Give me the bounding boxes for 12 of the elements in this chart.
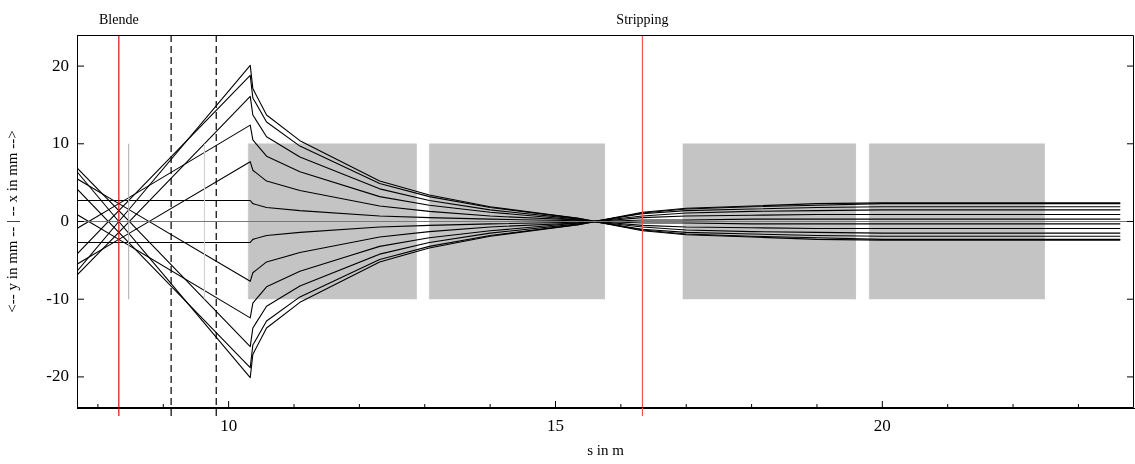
ref-line-label: Blende — [99, 11, 139, 27]
ref-line-label: Stripping — [616, 11, 669, 27]
y-tick-label: 0 — [60, 210, 69, 230]
y-tick-label: 20 — [52, 55, 69, 75]
x-tick-label: 20 — [873, 415, 891, 435]
y-tick-label: -20 — [46, 366, 69, 386]
y-tick-label: -10 — [46, 288, 69, 308]
y-tick-label: 10 — [52, 133, 69, 153]
y-axis-title: <-- y in mm -- | -- x in mm --> — [3, 130, 20, 313]
x-tick-label: 10 — [220, 415, 238, 435]
x-tick-label: 15 — [546, 415, 564, 435]
x-axis-title: s in m — [587, 441, 625, 458]
